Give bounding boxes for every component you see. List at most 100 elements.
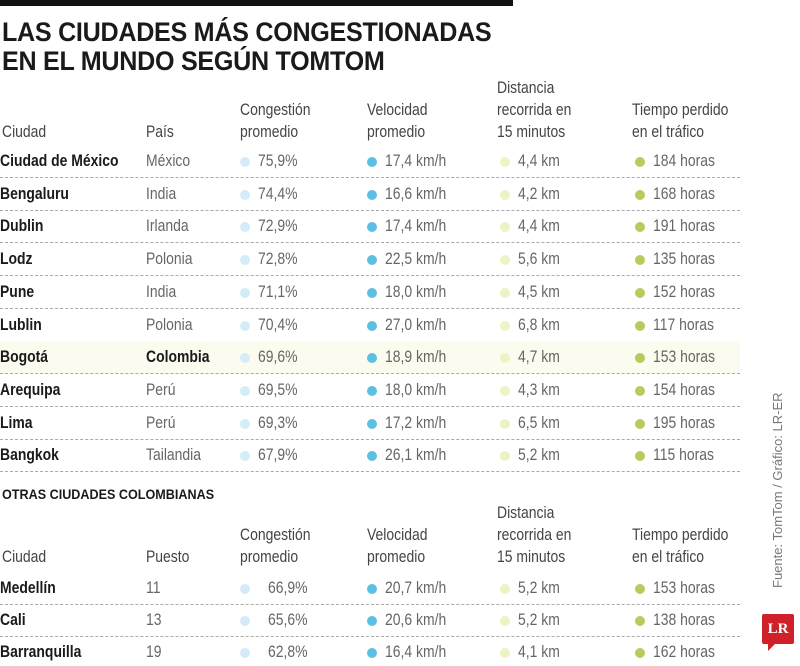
time-value: 195 horas (653, 412, 716, 432)
speed-value: 27,0 km/h (385, 314, 447, 334)
table-row: Medellín 11 66,9% 20,7 km/h 5,2 km 153 horas (0, 572, 740, 605)
congestion-value: 69,5% (258, 379, 298, 399)
header-line: promedio (240, 547, 299, 566)
title-line: EN EL MUNDO SEGÚN TOMTOM (2, 46, 385, 76)
header-time: Tiempo perdido en el tráfico (632, 524, 728, 568)
header-line: promedio (240, 122, 299, 141)
header-line: Tiempo perdido (632, 100, 729, 119)
city-name: Lodz (0, 249, 33, 269)
rank: 19 (146, 642, 162, 661)
header-congestion: Congestión promedio (240, 524, 311, 568)
speed-dot-icon (367, 157, 377, 167)
distance-value: 6,5 km (518, 412, 560, 432)
speed-dot-icon (367, 418, 377, 429)
distance-value: 4,4 km (518, 216, 560, 236)
country-name: Tailandia (146, 445, 202, 465)
city-name: Lublin (0, 314, 42, 334)
speed-dot-icon (367, 320, 377, 331)
header-line: Distancia (497, 78, 555, 97)
speed-value: 20,6 km/h (385, 610, 447, 629)
header-line: promedio (367, 547, 426, 566)
rank: 13 (146, 610, 162, 629)
header-line: en el tráfico (632, 122, 705, 141)
time-value: 153 horas (653, 578, 716, 597)
speed-value: 22,5 km/h (385, 249, 447, 269)
country-name: México (146, 151, 191, 170)
speed-dot-icon (367, 287, 377, 298)
congestion-value: 65,6% (268, 610, 308, 629)
congestion-value: 66,9% (268, 578, 308, 597)
congestion-dot-icon (240, 320, 250, 331)
header-line: Congestión (240, 100, 311, 119)
distance-value: 5,2 km (518, 445, 560, 465)
time-dot-icon (635, 616, 645, 626)
distance-value: 4,7 km (518, 347, 560, 367)
congestion-dot-icon (240, 616, 250, 626)
country-name: Perú (146, 412, 176, 432)
header-line: Velocidad (367, 100, 428, 119)
time-dot-icon (635, 353, 645, 364)
header-speed: Velocidad promedio (367, 524, 427, 568)
speed-value: 17,4 km/h (385, 216, 447, 236)
congestion-dot-icon (240, 418, 250, 429)
distance-dot-icon (500, 648, 510, 658)
city-name: Cali (0, 610, 26, 629)
header-congestion: Congestión promedio (240, 99, 311, 143)
header-line: Tiempo perdido (632, 525, 729, 544)
country-name: Perú (146, 379, 176, 399)
distance-value: 5,2 km (518, 578, 560, 597)
header-line: Distancia (497, 503, 555, 522)
distance-dot-icon (500, 189, 510, 200)
time-value: 153 horas (653, 347, 716, 367)
congestion-value: 62,8% (268, 642, 308, 661)
source-credit: Fuente: TomTom / Gráfico: LR-ER (770, 392, 785, 588)
distance-dot-icon (500, 222, 510, 233)
distance-value: 4,1 km (518, 642, 560, 661)
congestion-value: 69,3% (258, 412, 298, 432)
congestion-dot-icon (240, 353, 250, 364)
congestion-value: 72,9% (258, 216, 298, 236)
country-name: Colombia (146, 347, 210, 367)
table-row: Cali 13 65,6% 20,6 km/h 5,2 km 138 horas (0, 604, 740, 637)
time-dot-icon (635, 157, 645, 167)
country-name: Polonia (146, 314, 193, 334)
distance-value: 4,3 km (518, 379, 560, 399)
speed-value: 18,9 km/h (385, 347, 447, 367)
congestion-dot-icon (240, 385, 250, 396)
speed-dot-icon (367, 189, 377, 200)
header-line: 15 minutos (497, 122, 566, 141)
city-name: Arequipa (0, 379, 61, 399)
time-dot-icon (635, 255, 645, 266)
speed-dot-icon (367, 222, 377, 233)
speed-dot-icon (367, 451, 377, 462)
city-name: Ciudad de México (0, 151, 119, 170)
title-line: LAS CIUDADES MÁS CONGESTIONADAS (2, 17, 492, 47)
city-name: Bogotá (0, 347, 49, 367)
header-line: Ciudad (2, 122, 47, 141)
congestion-value: 74,4% (258, 183, 298, 203)
time-dot-icon (635, 584, 645, 594)
rank: 11 (146, 578, 161, 597)
speed-value: 26,1 km/h (385, 445, 447, 465)
time-dot-icon (635, 189, 645, 200)
congestion-value: 72,8% (258, 249, 298, 269)
page-title: LAS CIUDADES MÁS CONGESTIONADAS EN EL MU… (2, 17, 492, 76)
header-time: Tiempo perdido en el tráfico (632, 99, 728, 143)
speed-dot-icon (367, 385, 377, 396)
city-name: Barranquilla (0, 642, 82, 661)
time-dot-icon (635, 222, 645, 233)
congestion-dot-icon (240, 157, 250, 167)
speed-dot-icon (367, 353, 377, 364)
table-row: Barranquilla 19 62,8% 16,4 km/h 4,1 km 162 ho… (0, 636, 740, 666)
distance-value: 5,6 km (518, 249, 560, 269)
distance-dot-icon (500, 287, 510, 298)
country-name: Irlanda (146, 216, 189, 236)
time-dot-icon (635, 385, 645, 396)
header-line: recorrida en (497, 100, 572, 119)
header-line: Velocidad (367, 525, 428, 544)
time-value: 115 horas (653, 445, 714, 465)
distance-value: 4,4 km (518, 151, 560, 170)
header-line: País (146, 122, 174, 141)
header-line: Ciudad (2, 547, 47, 566)
header-city: Ciudad (2, 121, 46, 143)
